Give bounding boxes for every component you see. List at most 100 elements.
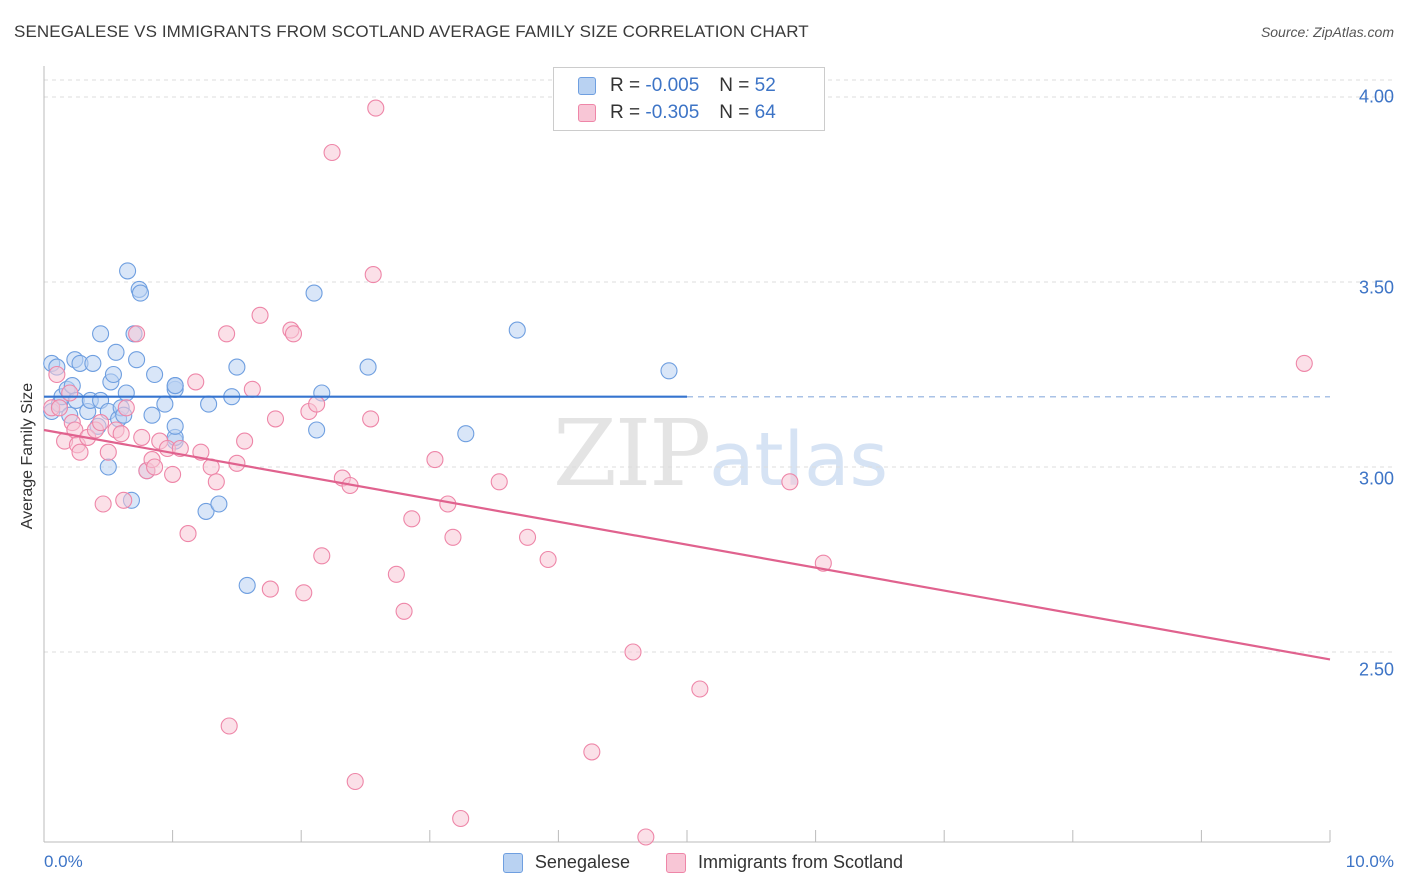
y-tick-label-3-00: 3.00 [1358, 468, 1394, 489]
senegalese-point [359, 358, 377, 376]
senegalese-point [166, 377, 184, 395]
senegalese-point [197, 502, 215, 520]
scotland-point [220, 717, 238, 735]
stats-legend-row-scotland: R = -0.305 N = 64 [578, 101, 776, 125]
scotland-point [403, 510, 421, 528]
x-tick-label-max: 10.0% [1345, 852, 1394, 871]
scotland-point [117, 399, 135, 417]
scotland-point [781, 473, 799, 491]
scotland-point [146, 458, 164, 476]
scotland-point [284, 325, 303, 343]
scotland-point [92, 414, 110, 432]
scotland-point [261, 580, 279, 598]
senegalese-point [131, 284, 149, 302]
watermark-atlas: atlas [709, 417, 888, 503]
scotland-point [323, 143, 341, 162]
scotland-point [364, 266, 382, 284]
scotland-point [518, 528, 537, 546]
senegalese-point [119, 262, 137, 280]
scotland-point [426, 451, 444, 469]
senegalese-point [107, 343, 125, 361]
stats-legend: R = -0.005 N = 52 R = -0.305 N = 64 [553, 67, 825, 131]
x-tick-label-min: 0.0% [44, 852, 83, 871]
scotland-trend-line [43, 428, 1331, 661]
senegalese-point [84, 354, 102, 372]
scotland-point [362, 410, 380, 428]
r-value: -0.305 [645, 102, 700, 123]
watermark-zip: ZIP [553, 400, 711, 507]
legend-item-senegalese[interactable]: Senegalese [502, 852, 630, 873]
source-label: Source: ZipAtlas.com [1260, 24, 1394, 40]
scotland-point [251, 306, 269, 324]
scotland-point [395, 602, 413, 620]
n-value: 52 [754, 75, 776, 96]
scotland-point [624, 643, 642, 661]
scotland-point [367, 99, 385, 117]
y-tick-label-3-50: 3.50 [1358, 277, 1394, 298]
scotland-point [94, 495, 112, 513]
scotland-point [452, 809, 470, 828]
senegalese-point [238, 576, 256, 594]
scotland-point [48, 365, 66, 384]
scotland-point [1295, 354, 1313, 372]
n-label: N = [719, 75, 750, 96]
legend-label-senegalese: Senegalese [534, 852, 630, 872]
senegalese-point [660, 362, 678, 380]
scotland-swatch [578, 104, 596, 122]
senegalese-point [146, 365, 164, 384]
scotland-point [128, 325, 146, 343]
scotland-point [115, 491, 133, 509]
scotland-point [133, 428, 151, 446]
scotland-point [691, 680, 709, 698]
scotland-point [99, 443, 117, 461]
senegalese-point [305, 284, 323, 302]
senegalese-point [104, 365, 122, 384]
scotland-point [207, 473, 225, 491]
senegalese-point [117, 384, 135, 402]
senegalese-point [210, 495, 228, 513]
senegalese-point [99, 458, 117, 476]
scotland-point [444, 528, 462, 546]
n-label: N = [719, 102, 750, 123]
scotland-point [637, 828, 655, 846]
scotland-point [179, 525, 197, 543]
scotland-point [346, 772, 364, 791]
senegalese-point [143, 406, 161, 424]
legend-label-scotland: Immigrants from Scotland [698, 852, 904, 872]
legend-swatch-senegalese [502, 852, 523, 873]
y-axis-label: Average Family Size [19, 382, 36, 530]
scotland-point [218, 325, 236, 343]
r-label: R = [610, 102, 641, 123]
senegalese-point [508, 321, 526, 339]
senegalese-point [228, 358, 246, 376]
y-tick-label-2-50: 2.50 [1358, 659, 1394, 680]
legend-swatch-scotland [666, 852, 686, 873]
scotland-point [295, 584, 313, 602]
r-label: R = [610, 75, 641, 96]
scotland-point [308, 395, 326, 413]
scotland-point [50, 399, 68, 417]
senegalese-point [128, 351, 146, 369]
chart-title: SENEGALESE VS IMMIGRANTS FROM SCOTLAND A… [14, 22, 809, 41]
senegalese-point [200, 395, 218, 413]
r-value: -0.005 [645, 75, 700, 96]
y-tick-label-4-00: 4.00 [1358, 86, 1394, 107]
scotland-point [583, 743, 601, 761]
scotland-point [387, 565, 405, 583]
stats-legend-row-senegalese: R = -0.005 N = 52 [578, 74, 776, 98]
series-legend: Senegalese Immigrants from Scotland [0, 852, 1406, 873]
scotland-point [236, 432, 254, 450]
senegalese-point [457, 425, 475, 443]
scotland-point [243, 380, 261, 398]
senegalese-point [92, 325, 110, 343]
scotland-point [71, 443, 89, 461]
scotland-point [266, 410, 285, 428]
scotland-point [313, 547, 331, 565]
scotland-point [112, 425, 130, 443]
scotland-point [164, 465, 182, 483]
scotland-point [539, 550, 557, 569]
senegalese-point [156, 395, 174, 413]
scotland-point [61, 384, 79, 402]
legend-item-scotland[interactable]: Immigrants from Scotland [666, 852, 903, 873]
